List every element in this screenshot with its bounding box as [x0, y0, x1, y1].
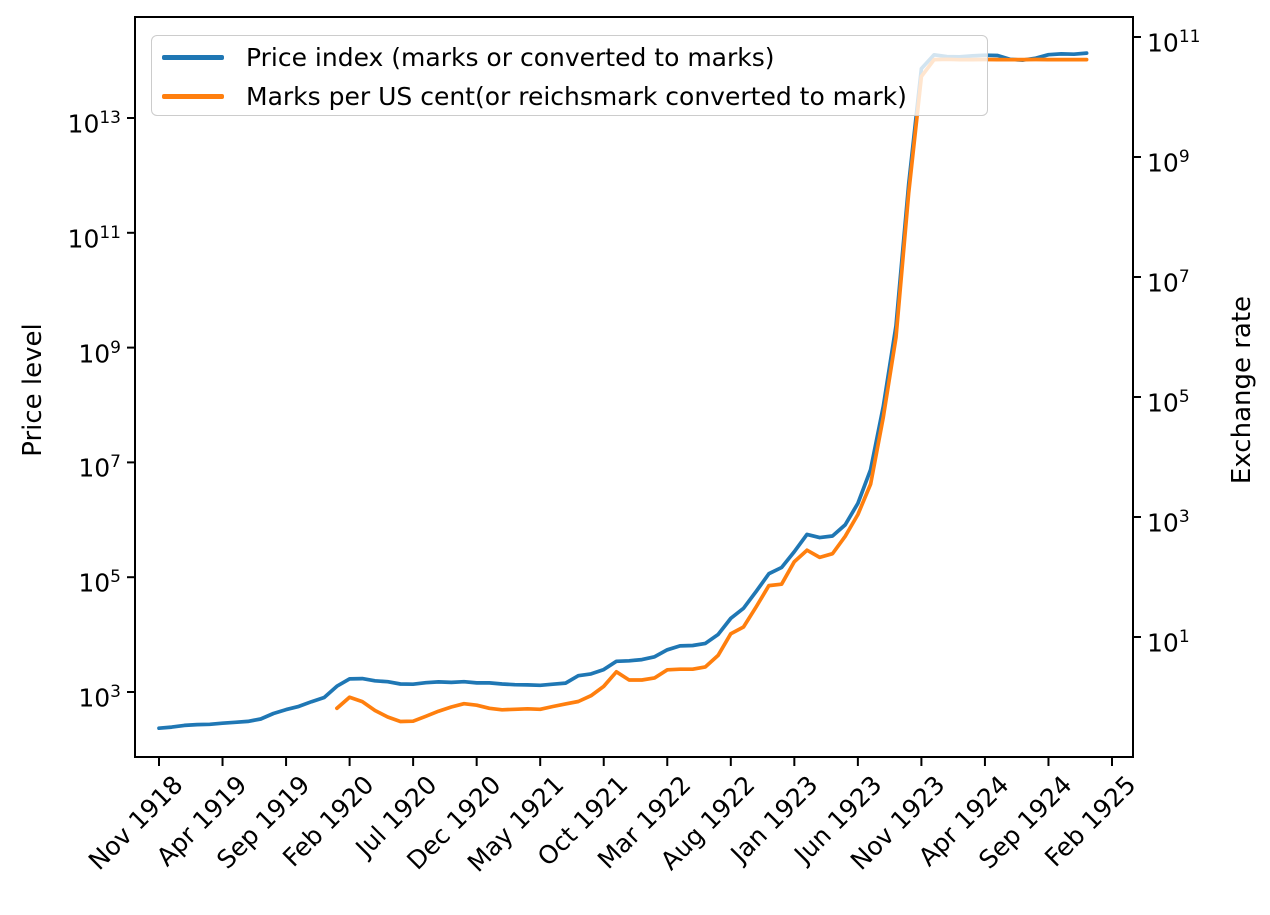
y-axis-label-left: Price level: [18, 323, 48, 457]
y-left-tick-label: 103: [78, 682, 121, 713]
y-right-tick-label: 103: [1147, 507, 1190, 538]
y-left-tick-label: 1011: [67, 222, 121, 254]
y-left-tick-label: 105: [78, 567, 121, 598]
legend-item: Marks per US cent(or reichsmark converte…: [162, 77, 987, 116]
y-left-tick-label: 1013: [67, 108, 121, 139]
legend-label-exchange-rate: Marks per US cent(or reichsmark converte…: [246, 82, 907, 111]
legend-line-swatch-price-index: [162, 55, 224, 60]
y-right-tick-label: 107: [1147, 267, 1190, 298]
y-axis-label-right: Exchange rate: [1227, 295, 1257, 485]
y-left-tick-label: 109: [78, 337, 121, 368]
y-right-tick-label: 109: [1147, 147, 1190, 178]
y-right-tick-label: 105: [1147, 387, 1190, 418]
legend-line-swatch-exchange-rate: [162, 94, 224, 99]
legend: Price index (marks or converted to marks…: [151, 35, 988, 116]
y-left-tick-label: 107: [78, 452, 121, 483]
y-right-tick-label: 1011: [1147, 27, 1201, 58]
price-index-line: [157, 51, 1089, 731]
legend-label-price-index: Price index (marks or converted to marks…: [246, 43, 775, 72]
exchange-rate-line: [335, 57, 1089, 724]
y-right-tick-label: 101: [1147, 627, 1190, 658]
legend-item: Price index (marks or converted to marks…: [162, 38, 987, 77]
